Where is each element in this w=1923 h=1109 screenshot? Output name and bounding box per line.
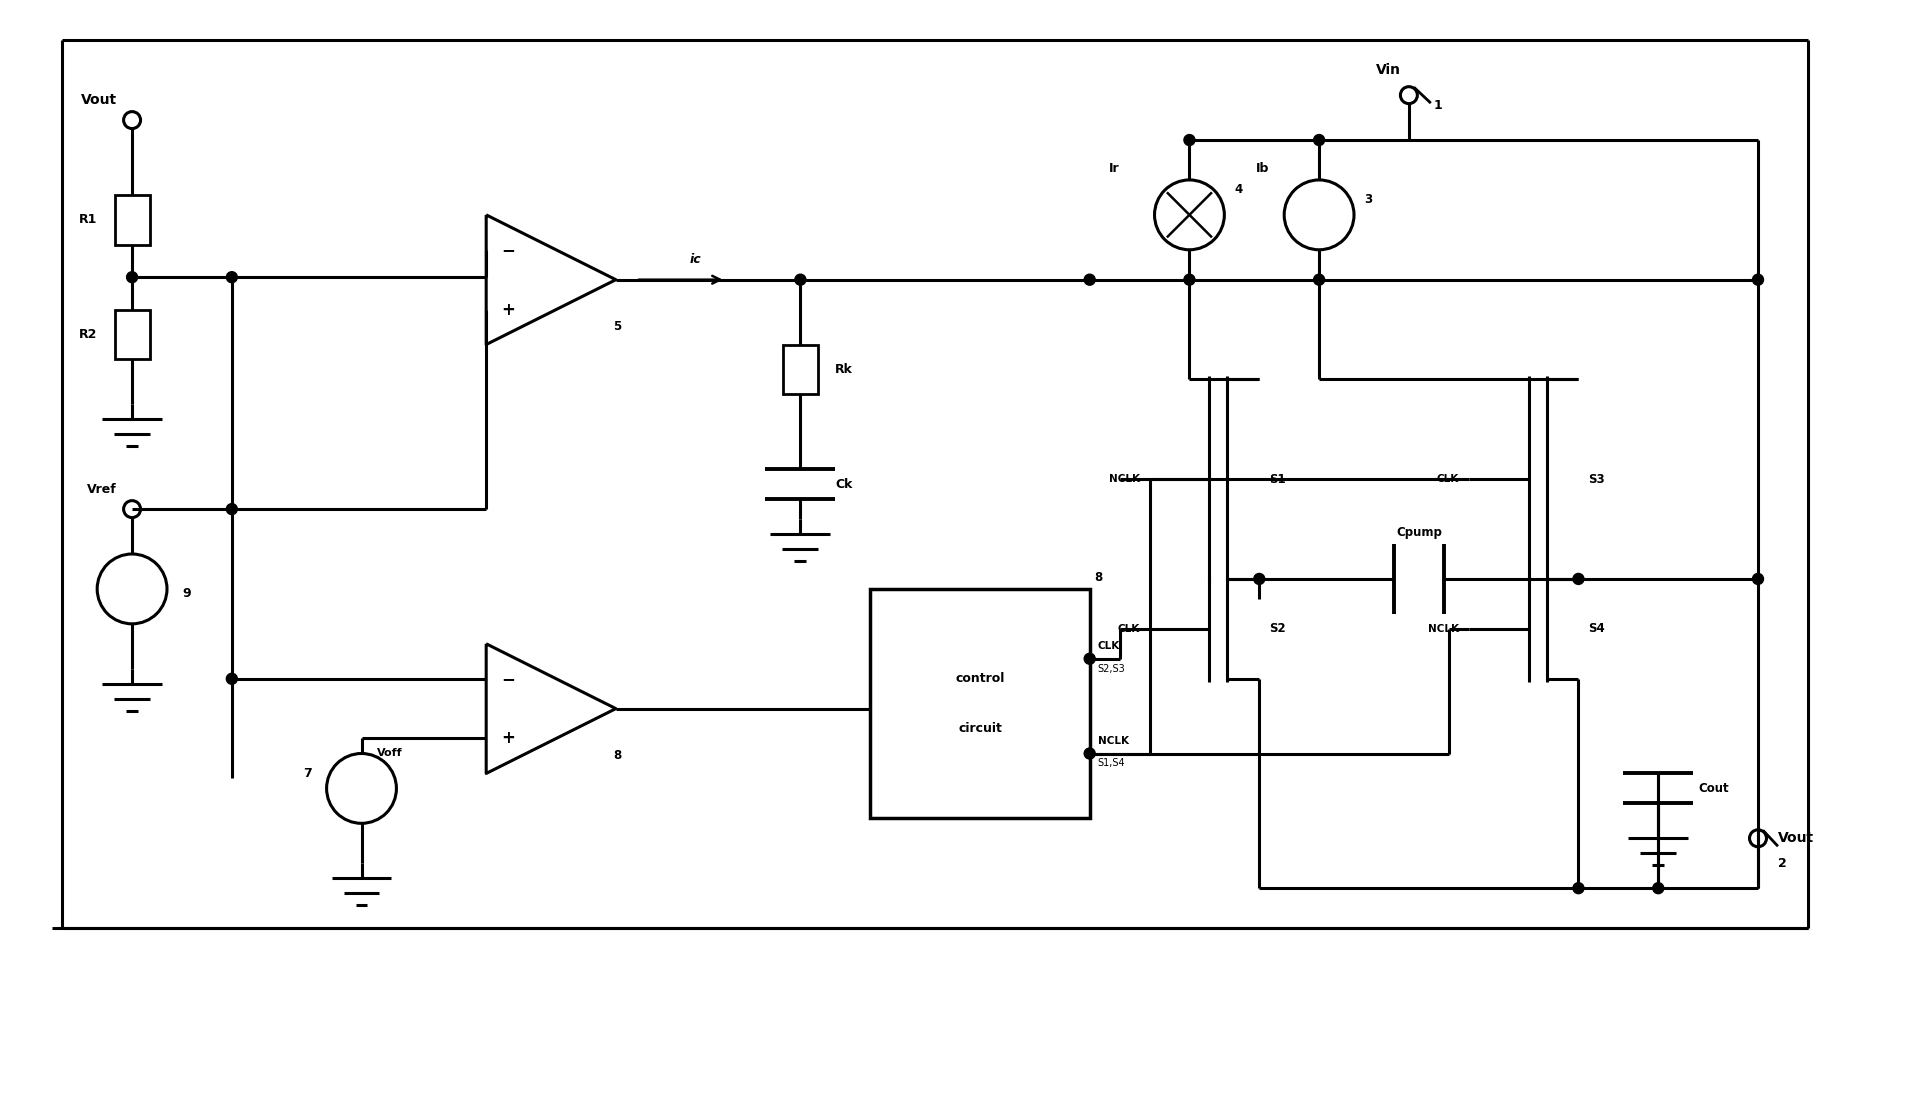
Text: S2,S3: S2,S3 [1098, 663, 1125, 674]
Text: R1: R1 [79, 213, 98, 226]
Text: Ir: Ir [1108, 162, 1119, 175]
Text: CLK: CLK [1117, 624, 1138, 634]
Text: −: − [502, 670, 515, 688]
Text: 1: 1 [1433, 99, 1442, 112]
Circle shape [1573, 883, 1583, 894]
Circle shape [1652, 883, 1663, 894]
Text: +: + [502, 301, 515, 318]
Circle shape [1154, 180, 1223, 250]
Text: Ck: Ck [835, 478, 852, 490]
Bar [783, 345, 817, 395]
Text: S3: S3 [1588, 472, 1604, 486]
Text: S4: S4 [1588, 622, 1604, 635]
Text: +: + [502, 730, 515, 747]
Bar [869, 589, 1088, 818]
Circle shape [1313, 134, 1323, 145]
Text: 4: 4 [1235, 183, 1242, 196]
Circle shape [98, 554, 167, 624]
Circle shape [1085, 274, 1094, 285]
Bar [115, 309, 150, 359]
Circle shape [227, 673, 237, 684]
Circle shape [127, 272, 138, 283]
Circle shape [794, 274, 806, 285]
Text: Rk: Rk [835, 363, 852, 376]
Text: S2: S2 [1269, 622, 1285, 635]
Text: 2: 2 [1777, 857, 1786, 869]
Circle shape [1313, 274, 1323, 285]
Text: Ib: Ib [1256, 162, 1269, 175]
Text: NCLK: NCLK [1098, 735, 1129, 745]
Text: 5: 5 [613, 319, 621, 333]
Text: 9: 9 [183, 588, 190, 600]
Text: Cpump: Cpump [1396, 526, 1440, 539]
Text: circuit: circuit [958, 722, 1002, 735]
Text: Vout: Vout [1777, 832, 1813, 845]
Text: Voff: Voff [377, 749, 402, 759]
Text: Cout: Cout [1698, 782, 1729, 795]
Circle shape [1283, 180, 1354, 250]
Circle shape [227, 272, 237, 283]
Text: 7: 7 [302, 767, 312, 780]
Circle shape [1573, 573, 1583, 584]
Text: −: − [502, 241, 515, 258]
Text: S1: S1 [1269, 472, 1285, 486]
Text: NCLK: NCLK [1108, 475, 1138, 485]
Text: Vref: Vref [87, 484, 117, 496]
Circle shape [227, 503, 237, 515]
Circle shape [1085, 747, 1094, 759]
Text: Vout: Vout [81, 93, 117, 108]
Text: control: control [956, 672, 1004, 685]
Text: 8: 8 [1094, 571, 1102, 584]
Circle shape [1752, 274, 1763, 285]
Text: Vin: Vin [1375, 63, 1400, 78]
Circle shape [1752, 573, 1763, 584]
Circle shape [1183, 274, 1194, 285]
Text: 8: 8 [613, 749, 621, 762]
Text: R2: R2 [79, 328, 98, 342]
Bar [115, 195, 150, 245]
Circle shape [1085, 653, 1094, 664]
Circle shape [1183, 134, 1194, 145]
Text: S1,S4: S1,S4 [1098, 759, 1125, 769]
Circle shape [327, 753, 396, 823]
Text: CLK: CLK [1436, 475, 1458, 485]
Text: NCLK: NCLK [1427, 624, 1458, 634]
Circle shape [1254, 573, 1263, 584]
Text: ic: ic [690, 253, 702, 266]
Text: 3: 3 [1363, 193, 1371, 206]
Text: CLK: CLK [1098, 641, 1119, 651]
